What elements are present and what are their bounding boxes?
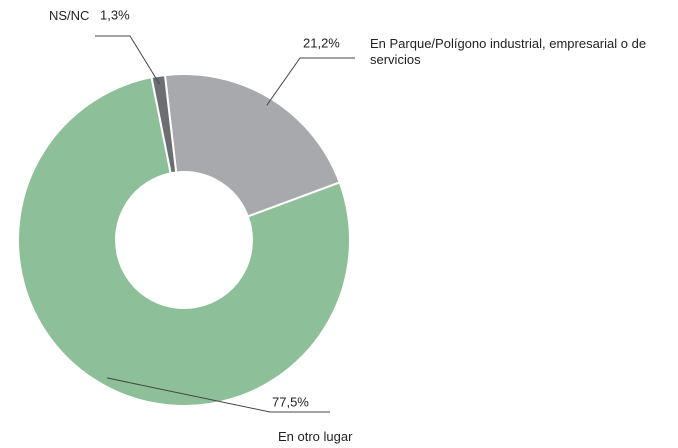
leader-line bbox=[95, 35, 160, 85]
slice bbox=[163, 73, 341, 218]
category-label: NS/NC bbox=[49, 8, 90, 23]
category-label: En Parque/Polígono industrial, empresari… bbox=[370, 36, 647, 67]
slice bbox=[17, 76, 351, 407]
category-label: En otro lugar bbox=[278, 429, 353, 444]
value-label: 77,5% bbox=[272, 394, 309, 409]
value-label: 21,2% bbox=[303, 35, 340, 50]
value-label: 1,3% bbox=[100, 7, 130, 22]
slice bbox=[150, 73, 178, 175]
leader-line bbox=[266, 57, 355, 106]
leader-line bbox=[106, 377, 330, 413]
